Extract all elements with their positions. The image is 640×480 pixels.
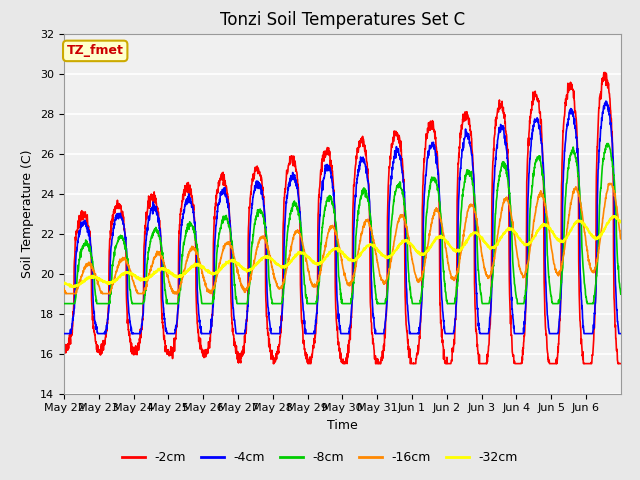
-4cm [236,331,244,336]
-2cm [601,70,609,75]
-2cm [60,339,68,345]
-8cm [541,199,549,205]
-16cm [236,278,244,284]
-4cm [116,214,124,219]
-4cm [510,323,518,329]
-8cm [60,300,68,306]
-2cm [617,360,625,366]
-32cm [69,284,77,290]
-8cm [604,141,612,146]
-4cm [609,154,617,160]
-32cm [376,250,384,256]
-16cm [60,286,68,291]
-2cm [116,204,124,210]
-32cm [609,214,617,219]
-4cm [602,98,610,104]
-2cm [236,351,244,357]
-32cm [617,219,625,225]
-8cm [617,291,625,297]
-16cm [609,186,617,192]
-2cm [510,359,518,364]
-16cm [605,180,613,186]
-8cm [236,300,244,306]
-16cm [376,273,384,279]
X-axis label: Time: Time [327,419,358,432]
Line: -4cm: -4cm [64,101,621,334]
-2cm [270,360,278,366]
-16cm [510,231,518,237]
-4cm [617,331,625,336]
-16cm [116,256,124,262]
Line: -8cm: -8cm [64,144,621,303]
-8cm [609,168,617,174]
Line: -2cm: -2cm [64,72,621,363]
-16cm [62,291,70,297]
-32cm [116,274,124,279]
-4cm [60,331,68,336]
-32cm [610,213,618,219]
Y-axis label: Soil Temperature (C): Soil Temperature (C) [22,149,35,278]
-4cm [541,267,549,273]
-8cm [116,235,124,240]
-2cm [376,360,384,366]
-32cm [542,222,550,228]
-16cm [542,205,550,211]
-4cm [376,331,383,336]
-2cm [542,327,550,333]
Legend: -2cm, -4cm, -8cm, -16cm, -32cm: -2cm, -4cm, -8cm, -16cm, -32cm [117,446,523,469]
Line: -16cm: -16cm [64,183,621,294]
Text: TZ_fmet: TZ_fmet [67,44,124,58]
-2cm [609,179,617,185]
-32cm [60,280,68,286]
-32cm [236,263,244,269]
-16cm [617,236,625,241]
-32cm [510,229,518,235]
Line: -32cm: -32cm [64,216,621,287]
-8cm [376,300,383,306]
-8cm [510,275,518,280]
Title: Tonzi Soil Temperatures Set C: Tonzi Soil Temperatures Set C [220,11,465,29]
